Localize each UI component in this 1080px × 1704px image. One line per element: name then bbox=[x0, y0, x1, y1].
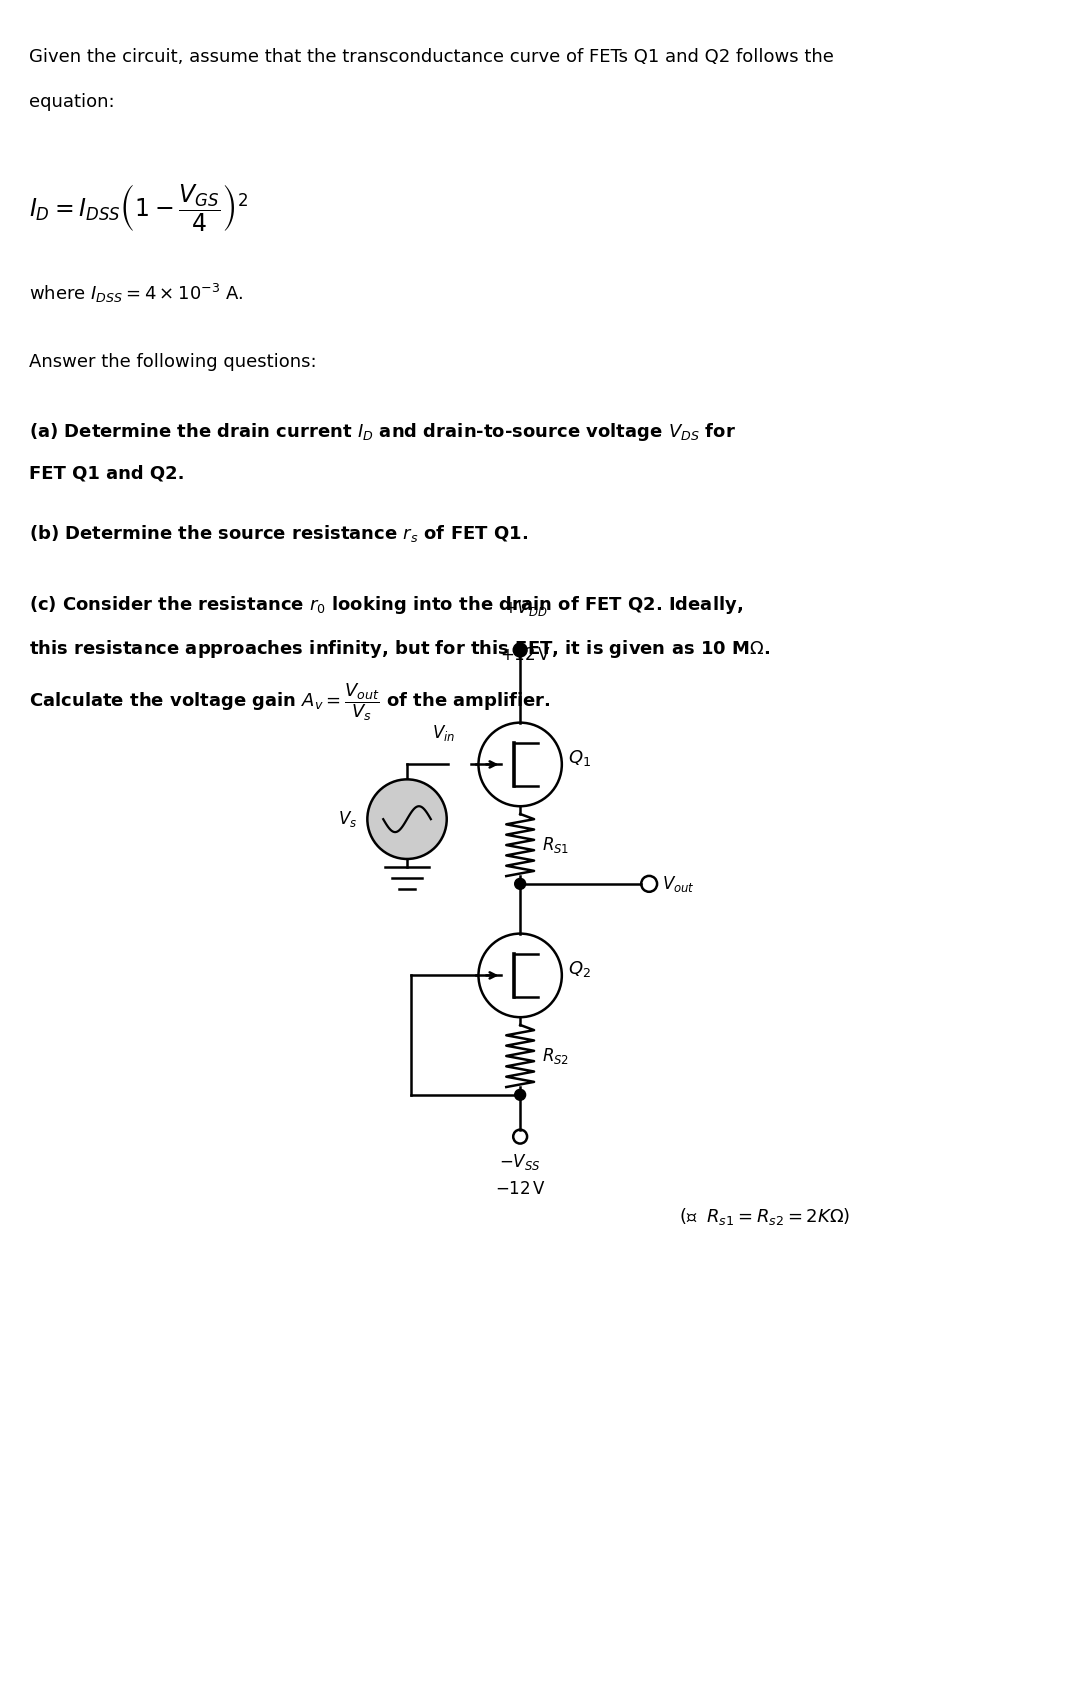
Text: $Q_1$: $Q_1$ bbox=[568, 748, 591, 769]
Circle shape bbox=[515, 878, 526, 889]
Text: $+12\,\mathrm{V}$: $+12\,\mathrm{V}$ bbox=[500, 646, 551, 665]
Text: $I_D = I_{DSS}\left(1 - \dfrac{V_{GS}}{4}\right)^2$: $I_D = I_{DSS}\left(1 - \dfrac{V_{GS}}{4… bbox=[29, 182, 248, 233]
Text: $V_{out}$: $V_{out}$ bbox=[662, 874, 694, 895]
Text: this resistance approaches infinity, but for this FET, it is given as 10 M$\Omeg: this resistance approaches infinity, but… bbox=[29, 637, 770, 659]
Text: (a) Determine the drain current $I_D$ and drain-to-source voltage $V_{DS}$ for: (a) Determine the drain current $I_D$ an… bbox=[29, 421, 735, 443]
Circle shape bbox=[367, 779, 447, 859]
Text: (c) Consider the resistance $r_0$ looking into the drain of FET Q2. Ideally,: (c) Consider the resistance $r_0$ lookin… bbox=[29, 595, 743, 617]
Text: $-V_{SS}$: $-V_{SS}$ bbox=[499, 1152, 541, 1172]
Text: $R_{S1}$: $R_{S1}$ bbox=[542, 835, 569, 855]
Text: Answer the following questions:: Answer the following questions: bbox=[29, 353, 316, 371]
Text: $R_{S2}$: $R_{S2}$ bbox=[542, 1046, 569, 1067]
Text: $V_{in}$: $V_{in}$ bbox=[432, 722, 456, 743]
Text: $V_s$: $V_s$ bbox=[338, 809, 357, 830]
Text: $-12\,\mathrm{V}$: $-12\,\mathrm{V}$ bbox=[495, 1181, 545, 1198]
Text: (b) Determine the source resistance $r_s$ of FET Q1.: (b) Determine the source resistance $r_s… bbox=[29, 523, 528, 544]
Circle shape bbox=[513, 642, 527, 658]
Text: ($\bf{단}$  $R_{s1} = R_{s2} = 2K\Omega$): ($\bf{단}$ $R_{s1} = R_{s2} = 2K\Omega$) bbox=[679, 1206, 850, 1227]
Text: where $I_{DSS} = 4 \times 10^{-3}$ A.: where $I_{DSS} = 4 \times 10^{-3}$ A. bbox=[29, 281, 243, 305]
Text: FET Q1 and Q2.: FET Q1 and Q2. bbox=[29, 465, 185, 482]
Circle shape bbox=[515, 1089, 526, 1101]
Text: equation:: equation: bbox=[29, 92, 114, 111]
Text: Calculate the voltage gain $A_v = \dfrac{V_{out}}{V_s}$ of the amplifier.: Calculate the voltage gain $A_v = \dfrac… bbox=[29, 682, 551, 724]
Text: Given the circuit, assume that the transconductance curve of FETs Q1 and Q2 foll: Given the circuit, assume that the trans… bbox=[29, 48, 834, 66]
Text: $Q_2$: $Q_2$ bbox=[568, 959, 591, 980]
Text: $+V_{DD}$: $+V_{DD}$ bbox=[503, 598, 548, 619]
